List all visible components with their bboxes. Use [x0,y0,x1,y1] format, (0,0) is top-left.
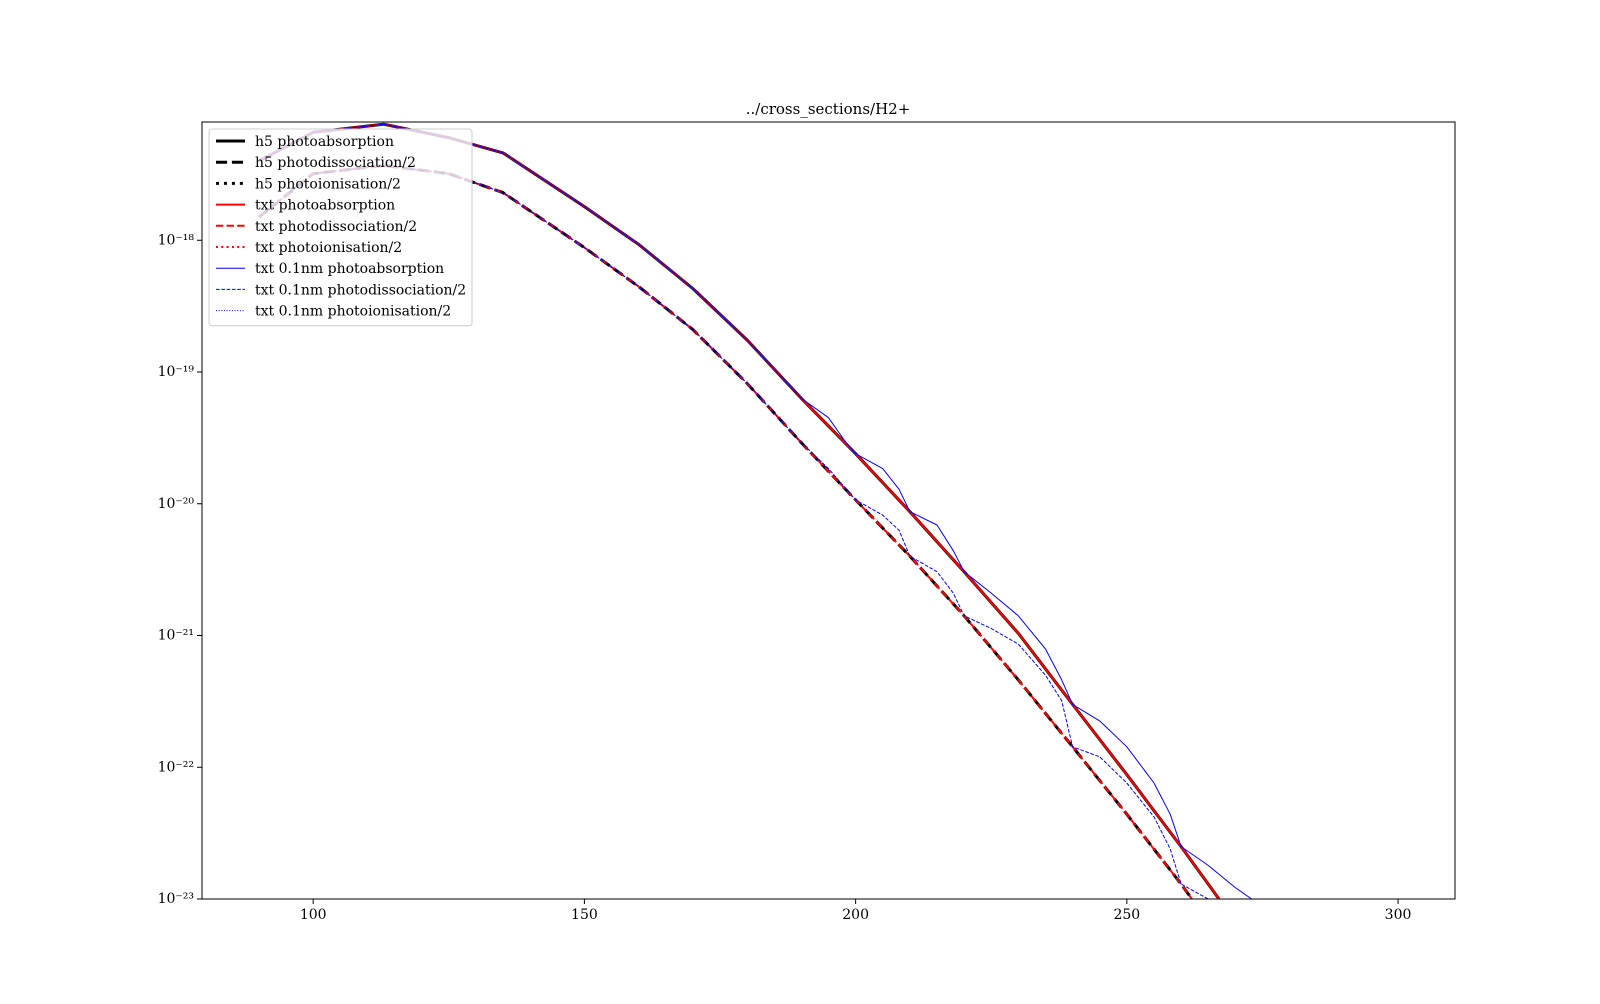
x-tick-label: 150 [571,907,598,923]
legend-label: txt photodissociation/2 [255,219,417,235]
x-tick-label: 200 [842,907,869,923]
series-line [258,164,1209,899]
plot-frame [201,121,1456,900]
y-tick-label: 10⁻¹⁸ [158,232,195,248]
x-tick-label: 300 [1385,907,1412,923]
x-tick-label: 100 [300,907,327,923]
legend-label: txt photoionisation/2 [255,240,402,256]
legend-label: h5 photoabsorption [255,134,394,150]
y-tick-label: 10⁻²² [158,759,194,775]
y-tick-label: 10⁻²¹ [158,628,194,644]
x-tick-label: 250 [1113,907,1140,923]
legend-label: txt 0.1nm photoabsorption [255,261,444,277]
legend-label: txt photoabsorption [255,198,395,214]
y-tick-label: 10⁻¹⁹ [158,364,195,380]
legend-label: txt 0.1nm photodissociation/2 [255,282,466,298]
y-tick-label: 10⁻²⁰ [158,496,195,512]
legend-label: h5 photoionisation/2 [255,176,401,192]
legend-label: txt 0.1nm photoionisation/2 [255,304,451,320]
series-line [258,123,1252,899]
chart-title: ../cross_sections/H2+ [746,100,911,118]
legend: h5 photoabsorption h5 photodissociation/2… [208,128,473,327]
legend-label: h5 photodissociation/2 [255,155,416,171]
legend-box [208,128,473,327]
y-tick-label: 10⁻²³ [158,891,194,907]
